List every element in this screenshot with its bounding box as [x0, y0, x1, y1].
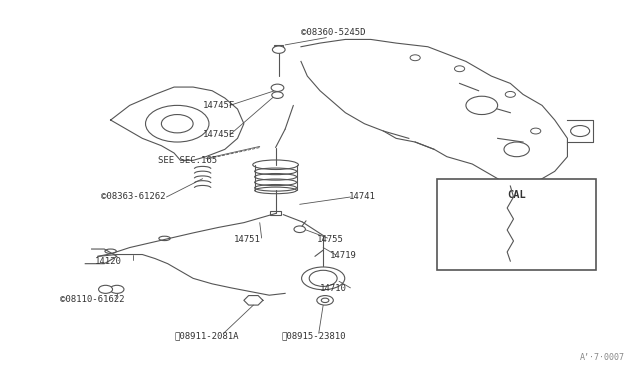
Text: SEE SEC.165: SEE SEC.165 — [158, 156, 218, 165]
Circle shape — [272, 92, 284, 99]
Circle shape — [110, 285, 124, 294]
Text: CAL: CAL — [508, 190, 526, 200]
Text: 14755: 14755 — [317, 235, 344, 244]
Circle shape — [145, 105, 209, 142]
Circle shape — [504, 183, 516, 189]
Circle shape — [271, 84, 284, 92]
Circle shape — [410, 55, 420, 61]
Text: ©08360-5245D: ©08360-5245D — [301, 28, 365, 36]
Circle shape — [504, 142, 529, 157]
Text: 14719: 14719 — [330, 251, 356, 260]
Text: ⓝ08911-2081A: ⓝ08911-2081A — [174, 332, 239, 341]
Circle shape — [466, 96, 498, 115]
Text: 14745F: 14745F — [203, 101, 235, 110]
Text: A’·7·0007: A’·7·0007 — [580, 353, 625, 362]
Bar — [275, 45, 284, 48]
Circle shape — [454, 66, 465, 72]
Circle shape — [273, 46, 285, 53]
Text: 14751: 14751 — [234, 235, 261, 244]
Text: 14745E: 14745E — [203, 130, 235, 139]
Circle shape — [99, 285, 113, 294]
Bar — [437, 179, 596, 270]
Text: Ⓦ08915-23810: Ⓦ08915-23810 — [282, 332, 346, 341]
Circle shape — [321, 298, 329, 302]
Text: 14710: 14710 — [320, 284, 347, 293]
Circle shape — [161, 115, 193, 133]
Circle shape — [294, 226, 305, 232]
Text: ©08110-61622: ©08110-61622 — [60, 295, 124, 304]
Text: ©08363-61262: ©08363-61262 — [101, 192, 166, 202]
Circle shape — [531, 128, 541, 134]
Circle shape — [317, 296, 333, 305]
Bar — [270, 211, 282, 215]
Text: 14120: 14120 — [95, 257, 122, 266]
Text: 14741: 14741 — [349, 192, 376, 202]
Circle shape — [571, 125, 589, 137]
Circle shape — [505, 92, 515, 97]
Text: 14730: 14730 — [504, 235, 531, 244]
Circle shape — [309, 270, 337, 286]
Circle shape — [502, 257, 518, 267]
